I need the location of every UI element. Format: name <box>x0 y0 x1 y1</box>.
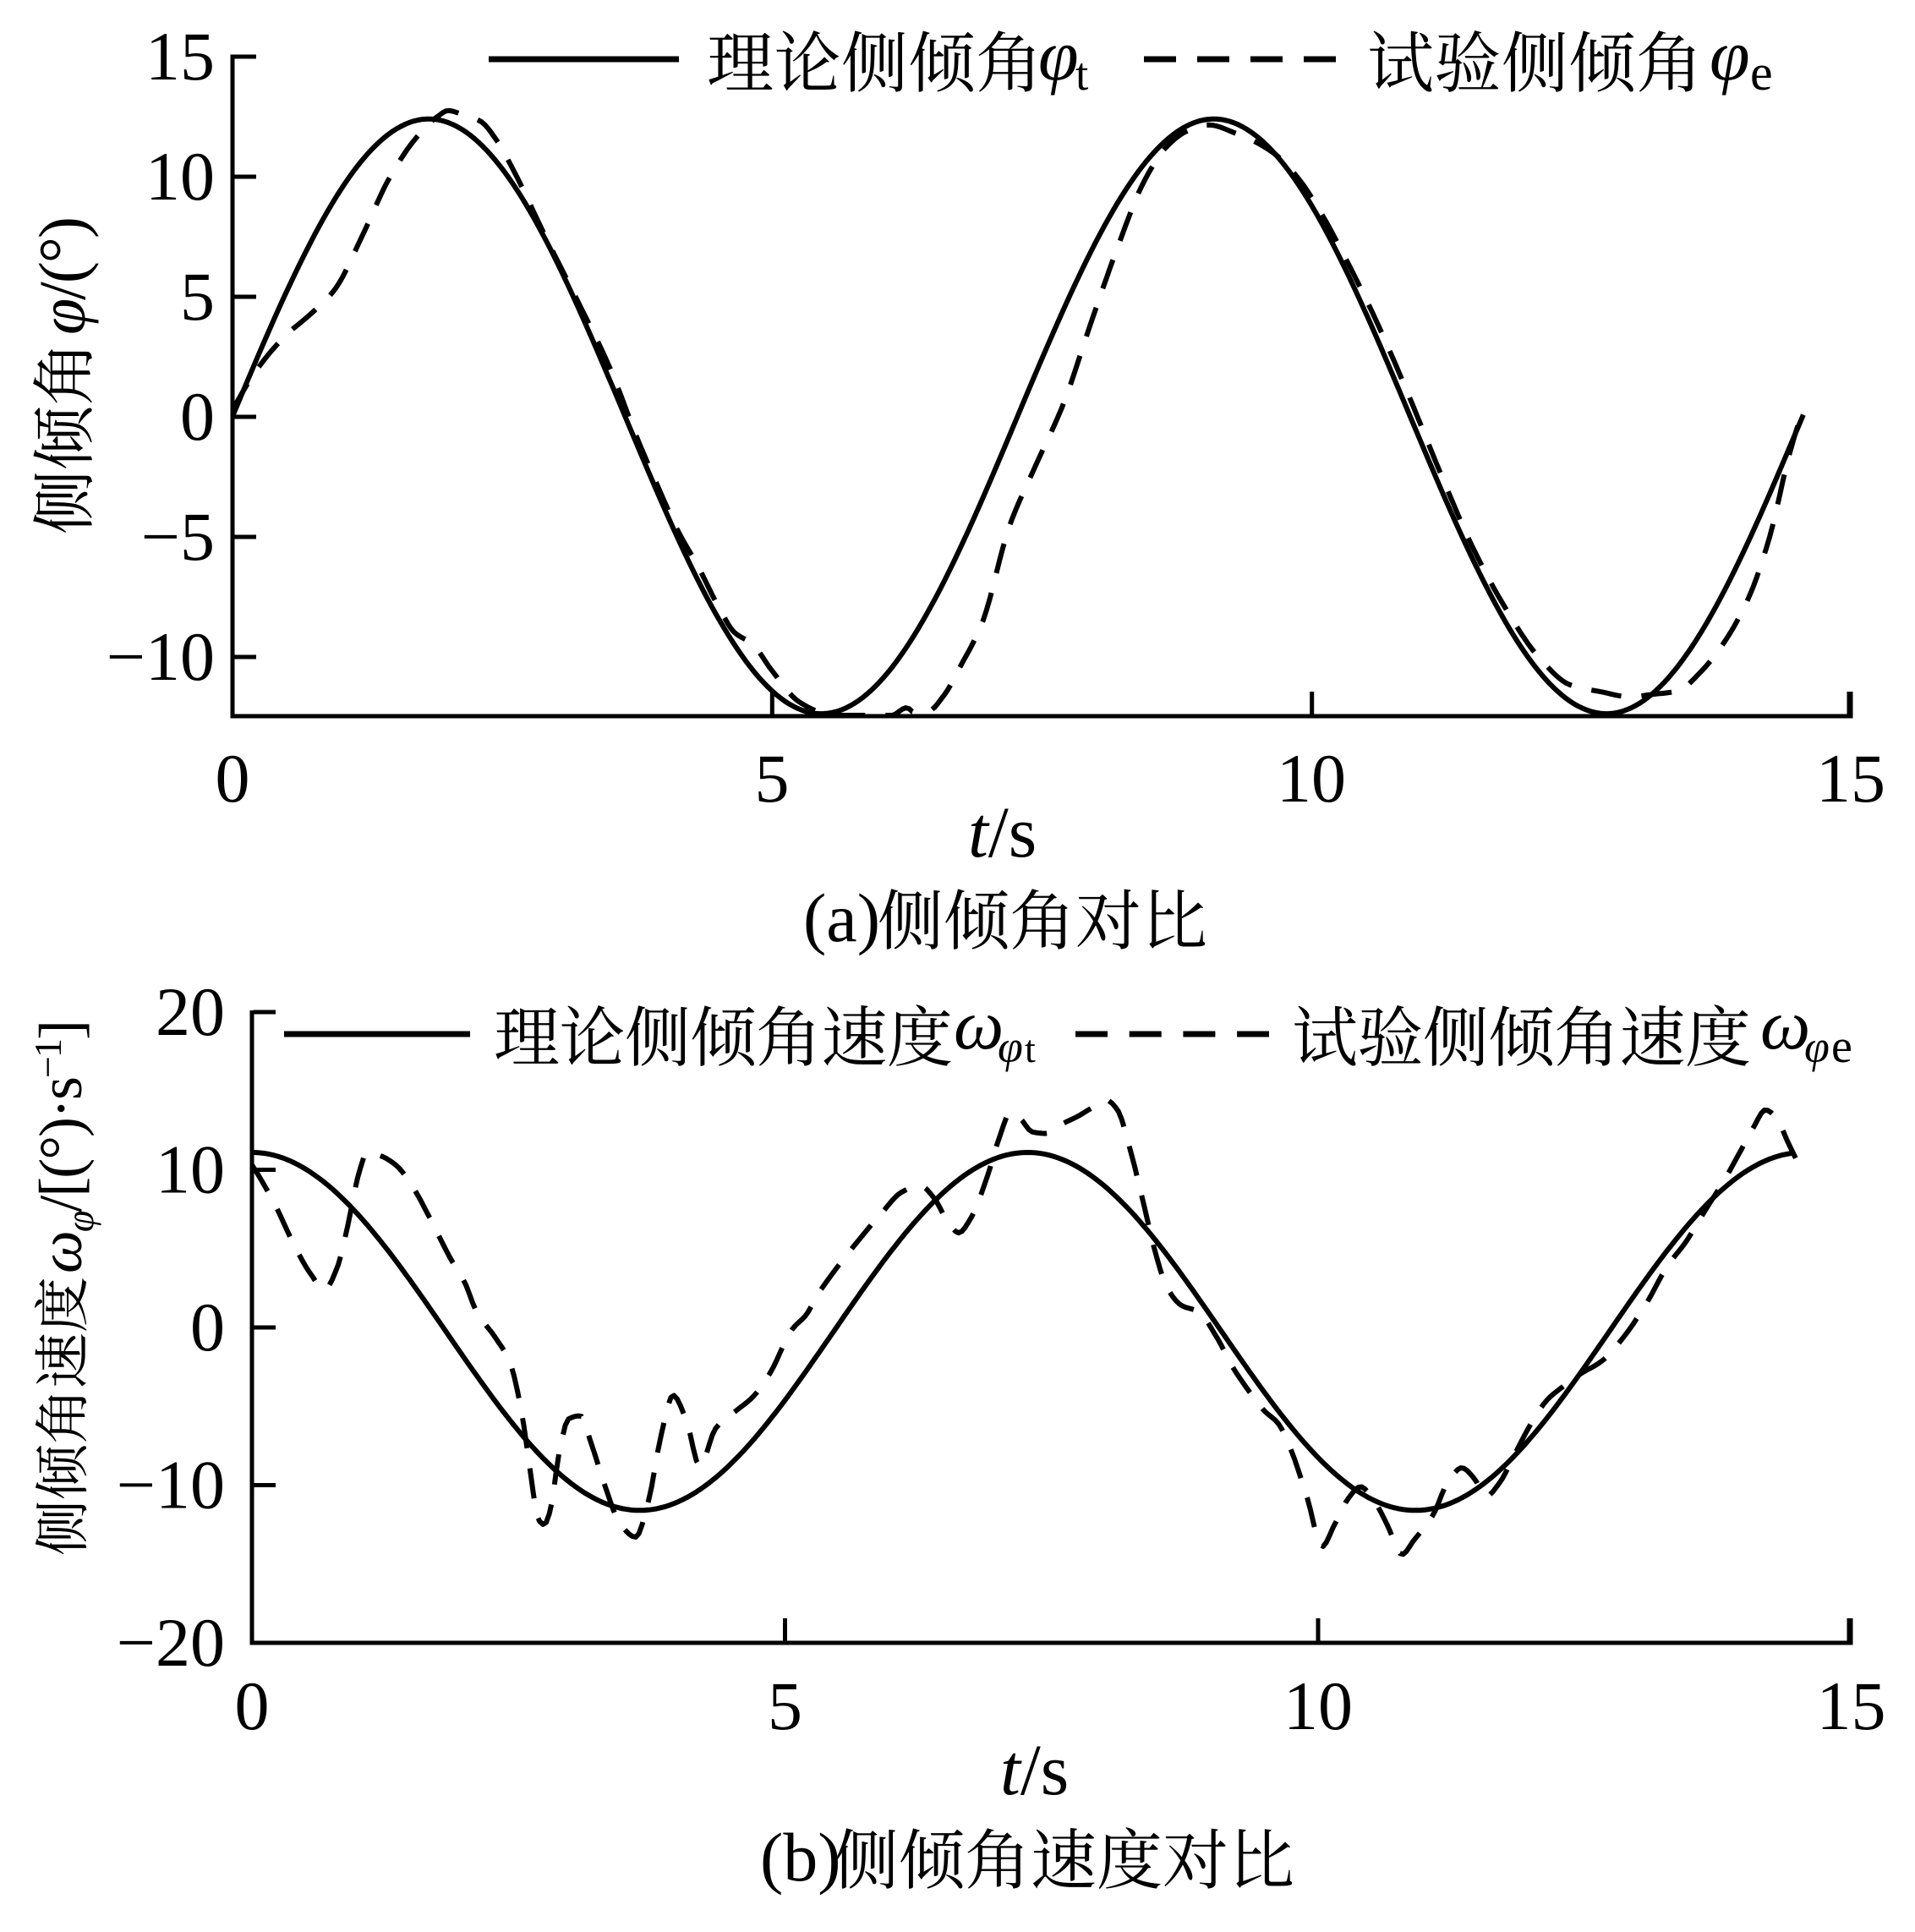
svg-text:t/s: t/s <box>968 791 1037 873</box>
svg-text:−20: −20 <box>117 1604 225 1681</box>
svg-text:−10: −10 <box>107 618 215 695</box>
svg-text:0: 0 <box>190 1289 225 1366</box>
svg-text:15: 15 <box>1816 740 1885 817</box>
svg-text:15: 15 <box>1817 1667 1886 1744</box>
svg-text:0: 0 <box>180 378 215 455</box>
svg-text:ω: ω <box>1760 986 1810 1065</box>
svg-text:10: 10 <box>156 1131 225 1208</box>
svg-text:ω: ω <box>954 986 1004 1065</box>
svg-text:t: t <box>1025 1027 1036 1070</box>
svg-text:(b): (b) <box>760 1819 841 1896</box>
svg-text:φ: φ <box>1038 14 1079 96</box>
svg-text:20: 20 <box>156 973 225 1050</box>
svg-text:10: 10 <box>1283 1667 1353 1744</box>
svg-text:5: 5 <box>768 1667 802 1744</box>
svg-text:5: 5 <box>755 740 790 817</box>
svg-text:φ: φ <box>1710 14 1750 96</box>
svg-text:φ/(°): φ/(°) <box>25 218 99 335</box>
svg-text:15: 15 <box>145 18 215 95</box>
svg-text:e: e <box>1750 45 1773 101</box>
svg-text:10: 10 <box>145 138 215 215</box>
svg-text:−10: −10 <box>117 1447 225 1524</box>
svg-text:−5: −5 <box>141 498 215 575</box>
svg-text:t: t <box>1075 48 1088 100</box>
svg-text:ωφ/[(°)·s−1]: ωφ/[(°)·s−1] <box>26 1021 101 1273</box>
svg-text:0: 0 <box>235 1667 270 1744</box>
svg-text:(a): (a) <box>803 879 880 956</box>
svg-text:10: 10 <box>1277 740 1346 817</box>
svg-text:0: 0 <box>216 740 250 817</box>
svg-text:5: 5 <box>180 258 215 335</box>
svg-text:φ: φ <box>998 1021 1023 1072</box>
svg-text:φ: φ <box>1804 1021 1830 1072</box>
svg-text:t/s: t/s <box>1000 1729 1069 1810</box>
svg-text:e: e <box>1831 1021 1852 1073</box>
